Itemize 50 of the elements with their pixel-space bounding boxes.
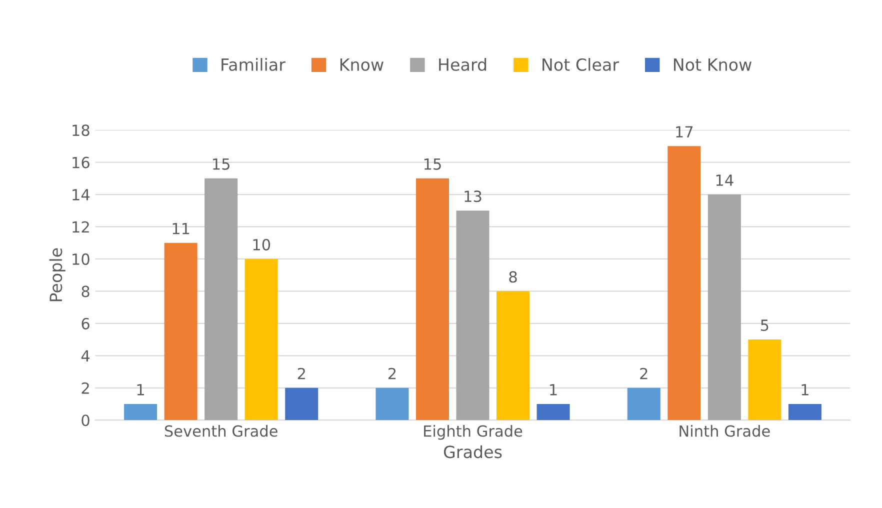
legend-label: Not Know xyxy=(674,58,752,71)
data-label: 8 xyxy=(509,271,517,283)
y-tick-label: 0 xyxy=(82,414,90,426)
legend-label: Familiar xyxy=(222,58,286,71)
data-label: 1 xyxy=(550,384,557,396)
bar xyxy=(416,178,449,420)
data-label: 13 xyxy=(464,190,482,202)
data-label: 10 xyxy=(253,238,270,250)
data-label: 5 xyxy=(761,320,768,332)
bar xyxy=(748,340,782,420)
bar xyxy=(204,178,238,420)
data-label: 15 xyxy=(213,158,230,170)
bar xyxy=(164,242,198,420)
bar xyxy=(124,404,158,420)
bar xyxy=(627,388,660,420)
x-tick-label: Eighth Grade xyxy=(424,424,522,440)
legend-label: Heard xyxy=(439,58,486,71)
data-label: 2 xyxy=(388,368,396,380)
data-label: 17 xyxy=(676,126,693,138)
bar xyxy=(456,210,490,420)
y-tick-label: 6 xyxy=(82,318,90,330)
y-tick-label: 16 xyxy=(72,156,90,168)
data-label: 2 xyxy=(298,368,305,380)
data-label: 11 xyxy=(172,222,190,234)
y-tick-label: 4 xyxy=(81,350,90,362)
legend-label: Not Clear xyxy=(542,58,620,71)
x-tick-label: Ninth Grade xyxy=(680,424,770,437)
data-label: 14 xyxy=(716,174,734,186)
y-axis-title: People xyxy=(49,248,66,302)
x-tick-label: Seventh Grade xyxy=(164,424,278,437)
y-tick-label: 12 xyxy=(72,221,89,233)
data-label: 1 xyxy=(802,384,808,396)
bar xyxy=(244,258,278,420)
bar xyxy=(285,388,318,420)
bar xyxy=(708,194,741,420)
data-label: 2 xyxy=(640,368,648,380)
y-tick-label: 18 xyxy=(72,124,90,136)
data-label: 1 xyxy=(137,384,144,396)
x-axis-title: Grades xyxy=(444,445,502,458)
bar xyxy=(376,388,409,420)
bar xyxy=(536,404,570,420)
data-label: 15 xyxy=(424,158,441,170)
y-tick-label: 8 xyxy=(82,286,90,298)
y-tick-label: 14 xyxy=(72,189,90,200)
bar xyxy=(668,146,701,420)
y-tick-label: 10 xyxy=(72,253,90,265)
bar xyxy=(788,404,822,420)
bar xyxy=(496,291,530,420)
y-tick-label: 2 xyxy=(82,382,89,394)
legend-label: Know xyxy=(340,58,384,71)
